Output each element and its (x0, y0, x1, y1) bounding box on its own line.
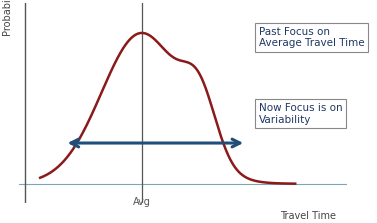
X-axis label: Travel Time: Travel Time (280, 211, 336, 221)
Text: Avg: Avg (133, 197, 150, 207)
Y-axis label: Probability: Probability (2, 0, 12, 35)
Text: Past Focus on
Average Travel Time: Past Focus on Average Travel Time (259, 27, 364, 48)
Text: Now Focus is on
Variability: Now Focus is on Variability (259, 103, 342, 125)
